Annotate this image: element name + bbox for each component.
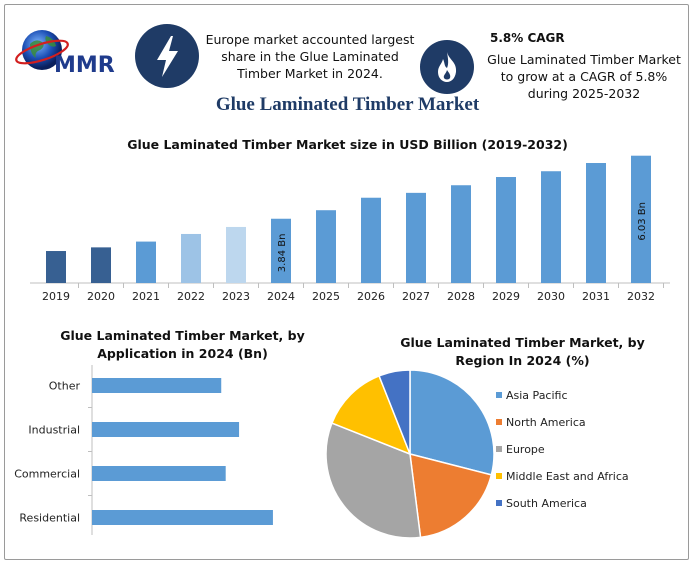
pie-slice-asia-pacific: [409, 369, 495, 476]
x-tick-label: 2032: [627, 290, 655, 303]
pie-slice-middle-east-and-africa: [330, 374, 412, 456]
bar-2026: [361, 197, 381, 283]
x-tick-label: 2023: [222, 290, 250, 303]
bar-commercial: [92, 466, 226, 481]
globe-icon: [15, 30, 69, 70]
x-tick-label: 2029: [492, 290, 520, 303]
legend-swatch: [496, 500, 502, 506]
bar-residential: [92, 510, 273, 525]
size-chart-title: Glue Laminated Timber Market size in USD…: [127, 137, 568, 152]
legend-label: Middle East and Africa: [506, 470, 629, 483]
x-tick-label: 2028: [447, 290, 475, 303]
bar-2029: [496, 177, 516, 283]
data-label-2024: 3.84 Bn: [277, 234, 288, 273]
application-chart-title: Glue Laminated Timber Market, by Applica…: [60, 328, 305, 361]
bar-2019: [46, 251, 66, 283]
legend-swatch: [496, 419, 502, 425]
application-bar-chart: Other Industrial Commercial Residential: [14, 365, 273, 535]
legend-label: North America: [506, 416, 586, 429]
bar-2032: [631, 155, 651, 283]
legend-swatch: [496, 473, 502, 479]
bar-2021: [136, 241, 156, 283]
bar-2023: [226, 226, 246, 283]
cagr-label: 5.8% CAGR: [490, 31, 565, 45]
y-tick-label: Residential: [19, 512, 80, 525]
legend-label: Asia Pacific: [506, 389, 568, 402]
x-tick-label: 2026: [357, 290, 385, 303]
legend-swatch: [496, 392, 502, 398]
bar-other: [92, 378, 222, 393]
x-tick-label: 2019: [42, 290, 70, 303]
infographic-frame: [4, 4, 689, 560]
bar-2020: [91, 247, 111, 283]
lightning-bolt-icon: [135, 24, 199, 88]
legend-swatch: [496, 446, 502, 452]
x-tick-label: 2027: [402, 290, 430, 303]
region-chart-title: Glue Laminated Timber Market, by Region …: [400, 335, 645, 368]
flame-icon: [420, 40, 474, 94]
size-bar-chart: 2019 2020 2021 2022 2023 2024 3.84 Bn 2025 2026 2…: [30, 155, 670, 303]
bar-2027: [406, 192, 426, 283]
region-pie-chart: Asia Pacific North America Europe Middle Ea…: [325, 369, 629, 539]
data-label-2032: 6.03 Bn: [637, 202, 648, 241]
x-tick-label: 2021: [132, 290, 160, 303]
bar-2024: [271, 218, 291, 283]
x-tick-label: 2025: [312, 290, 340, 303]
y-tick-label: Other: [49, 380, 81, 393]
x-tick-label: 2024: [267, 290, 295, 303]
pie-slice-north-america: [409, 452, 493, 539]
bar-2030: [541, 171, 561, 283]
europe-note: Europe market accounted largest share in…: [205, 32, 415, 81]
x-tick-label: 2020: [87, 290, 115, 303]
bar-industrial: [92, 422, 240, 437]
cagr-note: Glue Laminated Timber Market to grow at …: [487, 52, 681, 101]
y-tick-label: Commercial: [14, 468, 80, 481]
legend-label: Europe: [506, 443, 545, 456]
bar-2025: [316, 210, 336, 283]
mmr-logo: MMR: [12, 22, 132, 86]
y-tick-label: Industrial: [28, 424, 80, 437]
x-tick-label: 2031: [582, 290, 610, 303]
pie-slice-europe: [325, 422, 422, 539]
x-tick-label: 2030: [537, 290, 565, 303]
bar-2028: [451, 185, 471, 283]
bar-2022: [181, 233, 201, 283]
legend-label: South America: [506, 497, 587, 510]
main-title: Glue Laminated Timber Market: [215, 94, 480, 115]
bar-2031: [586, 163, 606, 283]
pie-slice-south-america: [378, 369, 411, 455]
x-tick-label: 2022: [177, 290, 205, 303]
logo-text: MMR: [54, 53, 115, 78]
